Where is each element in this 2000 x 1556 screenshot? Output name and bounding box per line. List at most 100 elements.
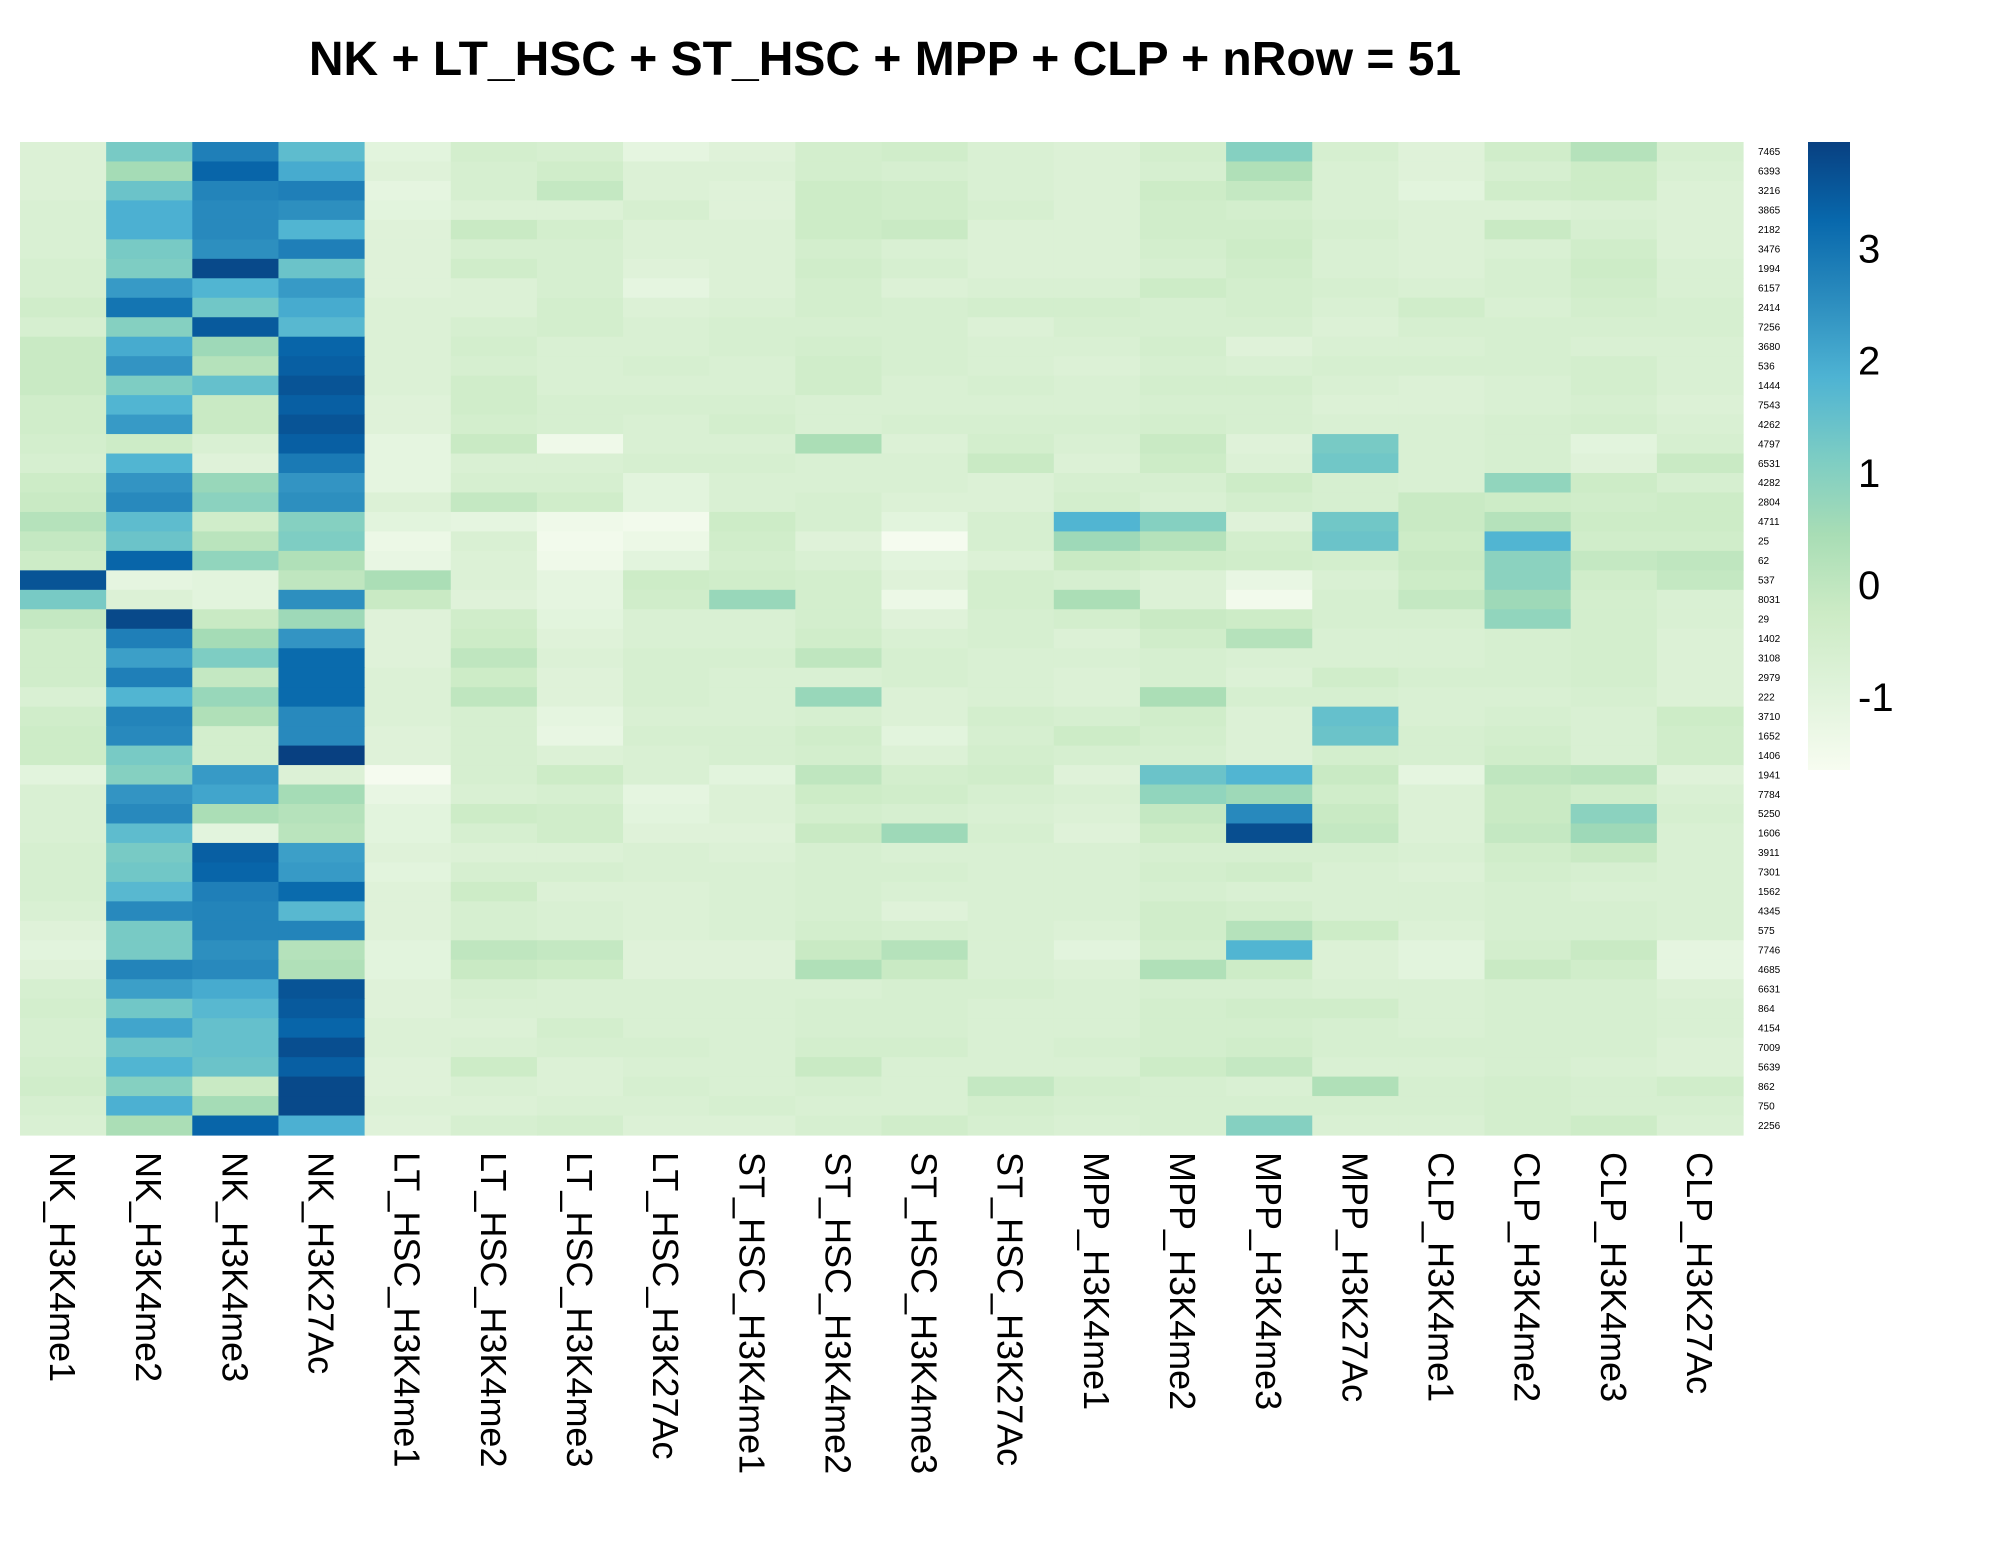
heatmap-cell [1570,706,1658,727]
heatmap-cell [536,959,624,980]
heatmap-cell [364,862,452,883]
heatmap-cell [1312,628,1399,649]
heatmap-cell [1656,180,1744,202]
heatmap-cell [364,570,452,591]
heatmap-cell [1570,940,1658,961]
heatmap-cell [192,765,280,786]
heatmap-cell [709,823,796,844]
heatmap-cell [795,142,883,163]
heatmap-cell [967,219,1055,240]
heatmap-cell [536,667,624,688]
heatmap-cell [1053,414,1141,435]
heatmap-cell [1226,589,1313,610]
heatmap-cell [1656,161,1744,182]
heatmap-cell [881,1096,969,1117]
heatmap-cell [623,648,710,669]
heatmap-cell [20,745,107,766]
heatmap-cell [623,628,710,649]
heatmap-cell [278,842,366,864]
heatmap-cell [192,648,280,669]
heatmap-cell [967,1115,1055,1136]
heatmap-cell [1398,1057,1486,1078]
heatmap-cell [192,414,280,435]
heatmap-cell [1226,200,1313,221]
heatmap-cell [1226,823,1313,844]
heatmap-cell [278,219,366,240]
heatmap-cell [536,940,624,961]
heatmap-cell [106,609,193,630]
heatmap-cell [1312,823,1399,844]
heatmap-cell [1139,258,1227,279]
heatmap-cell [536,1115,624,1136]
heatmap-cell [1484,434,1572,455]
heatmap-cell [1656,453,1744,474]
heatmap-cell [1398,511,1486,533]
heatmap-cell [623,726,710,747]
heatmap-cell [364,706,452,727]
heatmap-cell [1398,395,1486,416]
heatmap-cell [106,142,193,163]
heatmap-cell [795,589,883,610]
heatmap-cell [1398,765,1486,786]
heatmap-cell [1312,667,1399,688]
heatmap-cell [20,278,107,299]
heatmap-cell [20,862,107,883]
heatmap-cell [623,1096,710,1117]
heatmap-cell [450,1037,538,1058]
heatmap-cell [192,492,280,513]
heatmap-cell [1312,784,1399,805]
heatmap-cell [1656,356,1744,377]
heatmap-cell [278,356,366,377]
column-label: CLP_H3K4me1 [1420,1152,1461,1402]
heatmap-cell [1226,687,1313,708]
heatmap-cell [1398,297,1486,318]
heatmap-cell [1139,1057,1227,1078]
heatmap-cell [1312,765,1399,786]
row-label: 2979 [1758,673,1781,684]
row-label: 750 [1758,1101,1775,1112]
heatmap-cell [709,570,796,591]
heatmap-cell [709,1057,796,1078]
heatmap-cell [967,1037,1055,1058]
legend-tick-label: 0 [1858,564,1880,608]
row-label: 222 [1758,692,1775,703]
heatmap-cell [192,940,280,961]
heatmap-cell [536,920,624,941]
heatmap-cell [623,609,710,630]
heatmap-cell [1656,511,1744,533]
heatmap-cell [1570,667,1658,688]
heatmap-cell [1226,550,1313,571]
legend-color-bar [1808,142,1850,770]
heatmap-cell [1656,959,1744,980]
heatmap-cell [192,979,280,1000]
row-label: 1994 [1758,264,1781,275]
heatmap-cell [106,278,193,299]
heatmap-cell [1656,200,1744,221]
heatmap-cell [450,453,538,474]
heatmap-cell [1226,842,1313,864]
heatmap-cell [450,531,538,552]
heatmap-cell [1139,589,1227,610]
heatmap-cell [881,161,969,182]
heatmap-cell [364,219,452,240]
heatmap-cell [106,998,193,1019]
heatmap-cell [278,570,366,591]
heatmap-cell [623,1115,710,1136]
heatmap-cell [795,278,883,299]
heatmap-cell [1053,959,1141,980]
heatmap-cell [795,881,883,902]
heatmap-cell [536,881,624,902]
heatmap-cell [709,687,796,708]
heatmap-cell [364,531,452,552]
legend-ticks: 3 2 1 0 -1 [1858,228,1894,721]
heatmap-cell [1226,375,1313,396]
heatmap-cell [623,979,710,1000]
heatmap-cell [192,1018,280,1039]
heatmap-cell [20,1018,107,1039]
heatmap-cell [1053,219,1141,240]
heatmap-cell [1398,1115,1486,1136]
heatmap-cell [278,200,366,221]
row-label: 6631 [1758,984,1781,995]
heatmap-cell [364,1076,452,1097]
heatmap-cell [881,1057,969,1078]
